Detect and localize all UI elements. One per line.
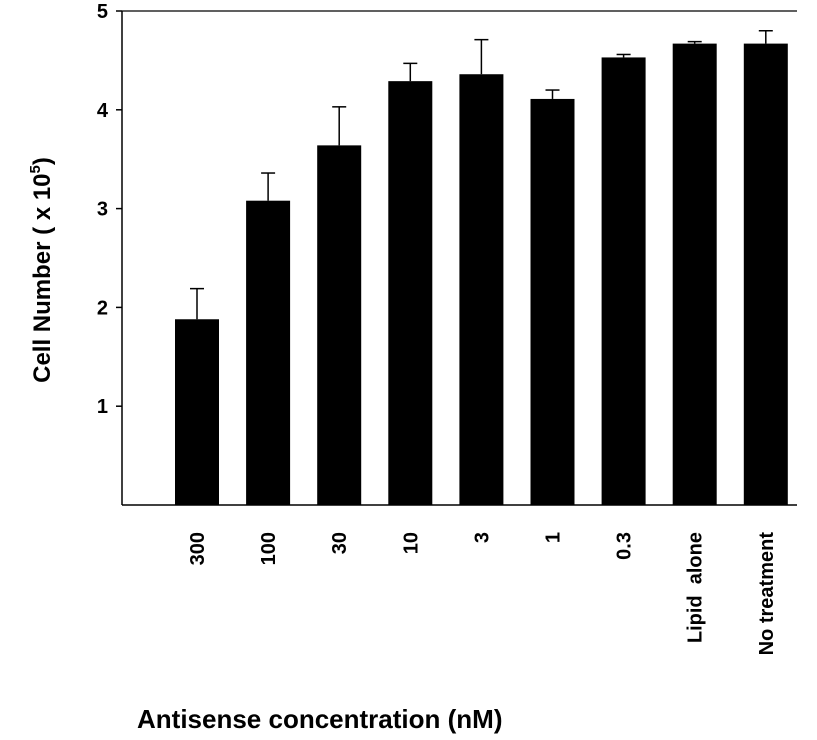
category-label: 300: [187, 532, 209, 565]
bar: [743, 43, 788, 505]
category-label: 1: [543, 532, 565, 543]
bar: [317, 145, 362, 506]
error-bar: [190, 287, 204, 320]
axes-layer: [121, 10, 797, 506]
y-axis-title: Cell Number ( x 105): [27, 157, 56, 383]
category-label: Lipid alone: [685, 532, 707, 643]
y-tick-label: 4: [97, 100, 109, 122]
y-tick-label: 1: [97, 396, 108, 418]
error-bar: [758, 30, 773, 44]
bar: [388, 81, 433, 505]
category-label: No treatment: [756, 532, 778, 656]
error-bar: [332, 106, 347, 146]
bar: [601, 57, 646, 505]
y-ticks-layer: 1 2 3 4 5: [97, 1, 122, 418]
error-bar: [474, 38, 489, 75]
error-bar: [261, 172, 276, 201]
bar: [672, 43, 717, 505]
error-bars-layer: [190, 30, 773, 320]
category-label: 30: [329, 532, 351, 554]
category-label: 0.3: [614, 532, 636, 560]
category-label: 10: [400, 532, 422, 554]
bar: [246, 200, 291, 506]
category-label: 3: [471, 532, 493, 543]
bar: [530, 98, 575, 505]
bars-layer: [175, 43, 788, 506]
y-tick-label: 5: [97, 1, 108, 23]
category-label: 100: [258, 532, 280, 565]
category-labels-layer: 300 100 30 10 3 1 0.3 Lipid alone No treatment: [187, 532, 778, 656]
error-bar: [545, 89, 560, 99]
y-tick-label: 2: [97, 297, 108, 319]
error-bar: [403, 62, 418, 82]
bar: [459, 74, 504, 506]
error-bar: [687, 40, 702, 44]
y-tick-label: 3: [97, 199, 108, 221]
bar: [175, 319, 219, 505]
x-axis-title: Antisense concentration (nM): [137, 704, 502, 734]
error-bar: [616, 53, 631, 58]
